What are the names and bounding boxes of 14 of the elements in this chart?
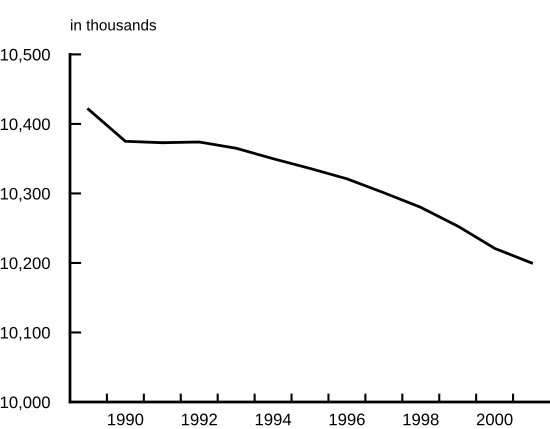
x-tick-label: 2000 xyxy=(476,414,513,426)
x-tick-label: 1994 xyxy=(256,414,292,426)
y-tick-label: 10,100 xyxy=(0,326,50,341)
y-axis-title: in thousands xyxy=(71,19,156,31)
y-tick-label: 10,200 xyxy=(0,257,50,272)
x-tick-label: 1992 xyxy=(182,414,217,426)
x-tick-label: 1996 xyxy=(330,414,365,426)
y-tick-label: 10,000 xyxy=(0,396,50,410)
y-tick-label: 10,300 xyxy=(0,188,50,202)
y-tick-label: 10,500 xyxy=(0,48,50,63)
x-tick-label: 1990 xyxy=(108,414,144,426)
x-tick-label: 1998 xyxy=(404,414,439,426)
y-tick-label: 10,400 xyxy=(0,118,50,132)
line-series xyxy=(87,108,533,264)
